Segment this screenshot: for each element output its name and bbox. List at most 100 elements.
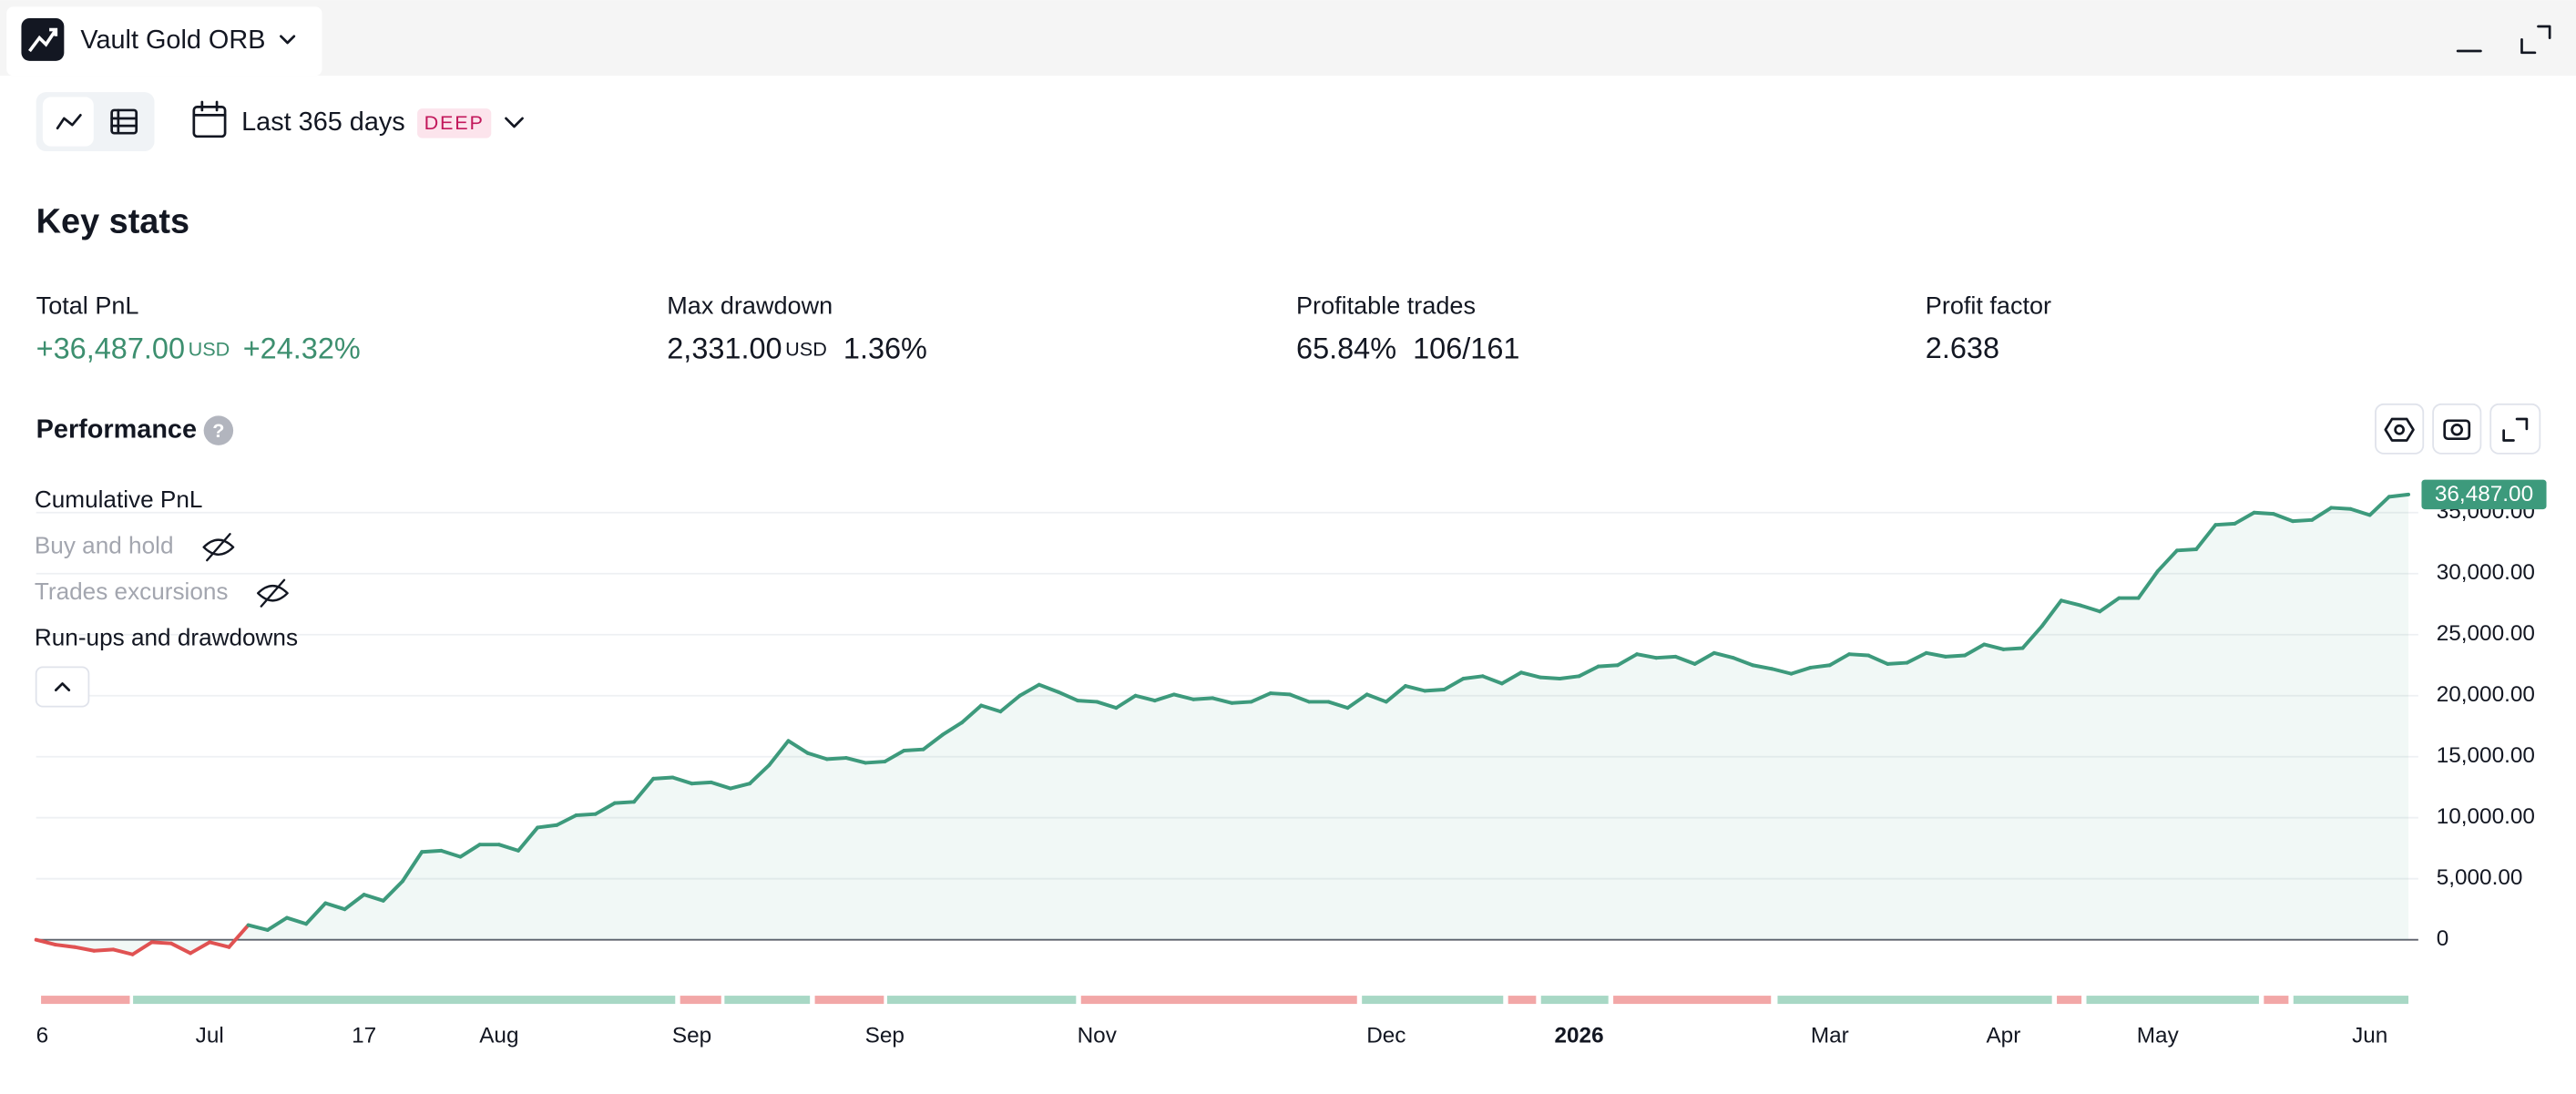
performance-title: Performance [36,414,197,444]
x-tick-label: 2026 [1555,1024,1604,1048]
line-segment [632,776,656,804]
line-segment [1287,692,1312,704]
line-segment [1152,692,1176,703]
line-segment [2367,495,2391,517]
line-segment [1461,674,1485,680]
line-segment [1827,652,1851,668]
line-segment [1808,663,1832,670]
stat-value: 65.84% 106/161 [1296,332,1519,364]
fullscreen-icon [2502,417,2529,442]
line-segment [1847,652,1871,658]
hidden-icon[interactable] [256,578,289,608]
line-segment [1577,664,1600,679]
line-segment [2271,512,2295,524]
line-segment [342,893,366,912]
settings-button[interactable] [2375,403,2425,455]
runup-band [1777,996,2052,1005]
stat-label: Total PnL [36,292,139,320]
legend-item[interactable]: Run-ups and drawdowns [35,624,298,651]
line-segment [1499,670,1524,686]
line-segment [1017,682,1041,698]
line-segment [1211,696,1234,705]
stat-number: 65.84% [1296,332,1396,364]
line-segment [1982,642,2006,651]
drawdown-band [1508,996,1537,1005]
tab-chevron[interactable] [280,35,296,45]
stat-value: 2.638 [1926,332,1999,364]
line-segment [34,937,57,947]
line-segment [1171,692,1196,701]
line-segment [304,901,328,926]
line-segment [805,751,829,762]
line-segment [1442,676,1466,692]
runup-band [886,996,1077,1005]
area [36,494,2409,955]
legend-item[interactable]: Cumulative PnL [35,486,203,513]
table-view-button[interactable] [110,108,138,135]
y-tick-label: 30,000.00 [2437,560,2535,585]
line-segment [902,747,925,753]
range-chevron[interactable] [505,117,524,128]
line-segment [1326,700,1350,711]
line-segment [824,756,848,762]
line-segment [1905,650,1928,665]
fullscreen-button[interactable] [2489,403,2541,455]
line-segment [1635,652,1659,660]
legend-item[interactable]: Buy and hold [35,532,174,559]
line-segment [651,775,675,781]
tab[interactable] [6,6,322,77]
legend-item[interactable]: Trades excursions [35,578,229,605]
line-segment [883,749,906,764]
line-segment [284,915,309,926]
line-segment [189,940,212,956]
calendar-icon[interactable] [192,105,227,138]
line-segment [400,850,424,884]
line-segment [1268,691,1292,697]
line-segment [439,848,463,859]
stat-unit: USD [189,337,230,360]
x-tick-label: May [2137,1024,2180,1048]
plot: 0 5,000.00 10,000.00 15,000.00 20,000.00 25,0… [34,479,2547,1048]
calendar-icon-lines [192,100,227,117]
drawdown-band [2057,996,2082,1005]
snapshot-button[interactable] [2432,403,2482,455]
line-segment [1924,650,1947,659]
line-segment [2136,569,2160,600]
line-segment [2348,506,2372,517]
runup-band [724,996,811,1005]
title-bar [0,0,2576,77]
hidden-icon[interactable] [202,533,235,562]
line-segment [574,812,598,818]
line-segment [458,843,482,859]
line-segment [1404,684,1427,693]
collapse-button[interactable] [35,666,90,708]
line-segment [1751,663,1774,671]
line-segment [2155,548,2179,574]
badge: DEEP [424,111,485,134]
stat-extra: 106/161 [1413,332,1519,364]
runup-band [2086,996,2259,1005]
line-segment [265,915,289,932]
line-segment [921,732,945,751]
help-icon[interactable] [203,415,234,445]
maximize[interactable] [2520,25,2551,55]
stat-extra: +24.32% [243,332,361,364]
x-tick-label: Mar [1811,1024,1849,1048]
x-tick-label: Nov [1078,1024,1118,1048]
date-range[interactable]: Last 365 days [241,107,405,137]
drawdown-band [2264,996,2289,1005]
line-segment [53,943,77,949]
stat-label: Profitable trades [1296,292,1476,320]
line-segment [536,823,559,830]
drawdown-band [1613,996,1772,1005]
line-segment [786,739,810,755]
settings-icon [2384,417,2415,442]
line-segment [1615,652,1640,668]
line-segment [2001,646,2025,651]
line-segment [1712,650,1735,660]
y-tick-label: 20,000.00 [2437,682,2535,707]
line-segment [2233,510,2256,526]
line-segment [2079,603,2102,614]
line-segment [1095,700,1119,711]
stat-value: +36,487.00 USD +24.32% [36,332,361,364]
